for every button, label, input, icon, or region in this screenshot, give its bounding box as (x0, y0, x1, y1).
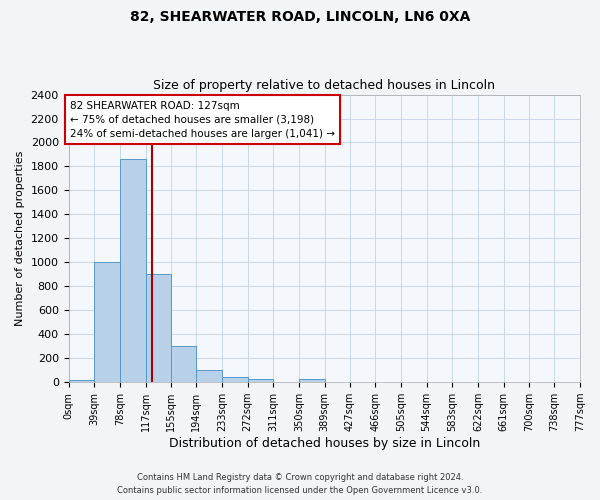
Bar (248, 378, 273, 382)
Bar (222, 378, 248, 382)
Bar (68, 380, 94, 382)
Bar (196, 370, 222, 382)
Bar (120, 160, 146, 382)
Bar (94, 262, 120, 382)
Text: 82, SHEARWATER ROAD, LINCOLN, LN6 0XA: 82, SHEARWATER ROAD, LINCOLN, LN6 0XA (130, 10, 470, 24)
Title: Size of property relative to detached houses in Lincoln: Size of property relative to detached ho… (153, 79, 495, 92)
Text: 82 SHEARWATER ROAD: 127sqm
← 75% of detached houses are smaller (3,198)
24% of s: 82 SHEARWATER ROAD: 127sqm ← 75% of deta… (70, 100, 335, 138)
Bar (299, 379, 325, 382)
Bar (170, 346, 196, 382)
Y-axis label: Number of detached properties: Number of detached properties (15, 150, 25, 326)
Bar (146, 274, 170, 382)
X-axis label: Distribution of detached houses by size in Lincoln: Distribution of detached houses by size … (169, 437, 480, 450)
Text: Contains HM Land Registry data © Crown copyright and database right 2024.
Contai: Contains HM Land Registry data © Crown c… (118, 474, 482, 495)
